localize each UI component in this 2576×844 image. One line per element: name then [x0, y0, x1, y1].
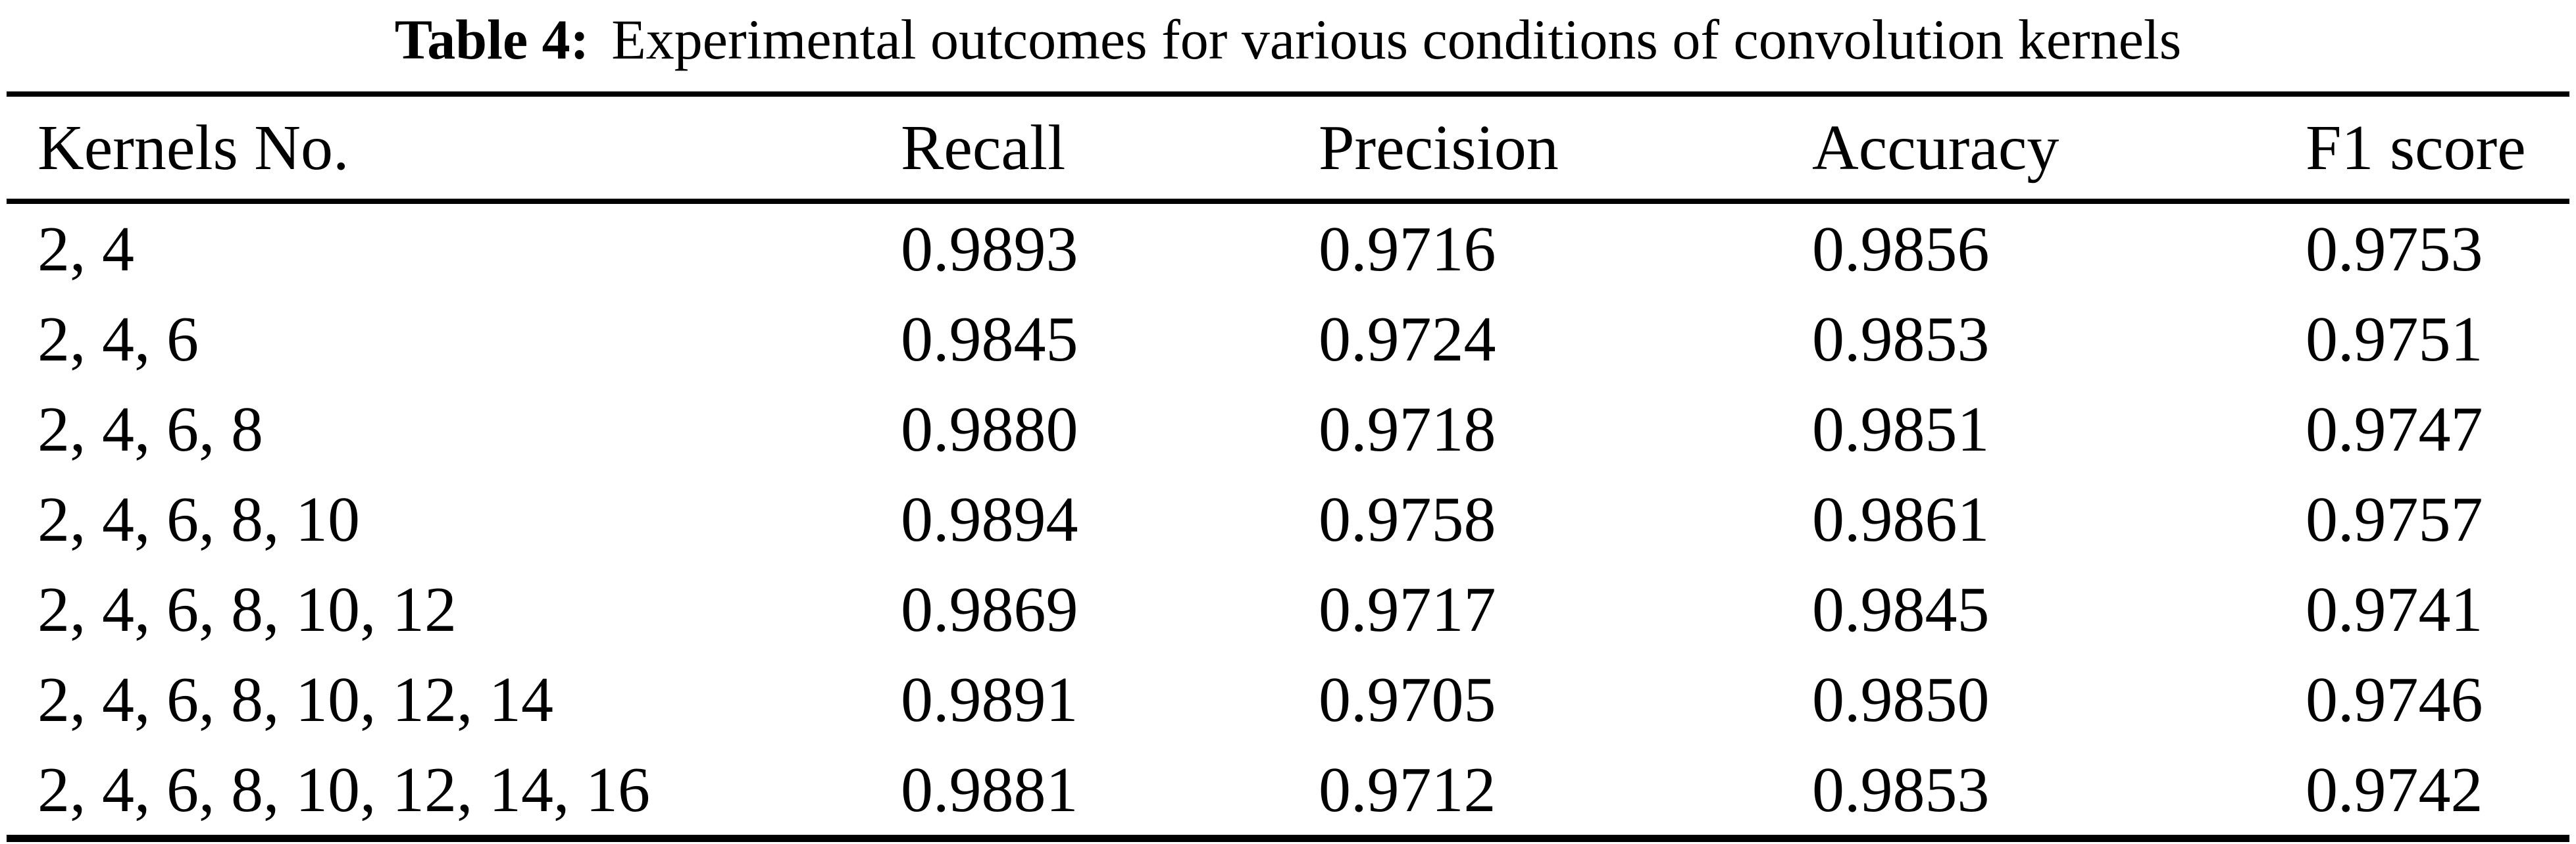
cell-kernels-no: 2, 4, 6	[38, 303, 199, 375]
cell-recall: 0.9845	[901, 303, 1078, 375]
cell-f1-score: 0.9751	[2306, 303, 2483, 375]
table-row: 2, 4, 6, 8, 10 0.9894 0.9758 0.9861 0.97…	[7, 474, 2569, 564]
table-row: 2, 4, 6, 8, 10, 12 0.9869 0.9717 0.9845 …	[7, 564, 2569, 655]
cell-kernels-no: 2, 4, 6, 8, 10, 12	[38, 574, 457, 645]
cell-recall: 0.9894	[901, 484, 1078, 555]
cell-precision: 0.9758	[1319, 484, 1496, 555]
results-table: Kernels No. Recall Precision Accuracy F1…	[7, 91, 2569, 842]
cell-precision: 0.9716	[1319, 213, 1496, 285]
column-header-precision: Precision	[1319, 112, 1559, 184]
cell-accuracy: 0.9853	[1812, 303, 1990, 375]
cell-kernels-no: 2, 4	[38, 213, 134, 285]
cell-precision: 0.9712	[1319, 754, 1496, 826]
cell-f1-score: 0.9741	[2306, 574, 2483, 645]
cell-kernels-no: 2, 4, 6, 8, 10, 12, 14, 16	[38, 754, 650, 826]
column-header-f1-score: F1 score	[2306, 112, 2526, 184]
column-header-accuracy: Accuracy	[1812, 112, 2059, 184]
table-header-row: Kernels No. Recall Precision Accuracy F1…	[7, 97, 2569, 204]
cell-recall: 0.9869	[901, 574, 1078, 645]
cell-kernels-no: 2, 4, 6, 8, 10, 12, 14	[38, 664, 553, 735]
cell-kernels-no: 2, 4, 6, 8	[38, 393, 263, 465]
cell-f1-score: 0.9747	[2306, 393, 2483, 465]
cell-precision: 0.9718	[1319, 393, 1496, 465]
table-caption: Table 4: Experimental outcomes for variou…	[0, 0, 2576, 91]
cell-kernels-no: 2, 4, 6, 8, 10	[38, 484, 360, 555]
cell-f1-score: 0.9757	[2306, 484, 2483, 555]
cell-recall: 0.9893	[901, 213, 1078, 285]
table-row: 2, 4, 6, 8 0.9880 0.9718 0.9851 0.9747	[7, 384, 2569, 474]
cell-recall: 0.9891	[901, 664, 1078, 735]
table-row: 2, 4 0.9893 0.9716 0.9856 0.9753	[7, 204, 2569, 294]
table-row: 2, 4, 6, 8, 10, 12, 14 0.9891 0.9705 0.9…	[7, 655, 2569, 745]
cell-accuracy: 0.9850	[1812, 664, 1990, 735]
cell-accuracy: 0.9856	[1812, 213, 1990, 285]
cell-f1-score: 0.9742	[2306, 754, 2483, 826]
cell-precision: 0.9705	[1319, 664, 1496, 735]
column-header-recall: Recall	[901, 112, 1066, 184]
cell-f1-score: 0.9746	[2306, 664, 2483, 735]
cell-accuracy: 0.9853	[1812, 754, 1990, 826]
table-caption-text: Experimental outcomes for various condit…	[611, 8, 2182, 71]
cell-accuracy: 0.9861	[1812, 484, 1990, 555]
cell-accuracy: 0.9851	[1812, 393, 1990, 465]
table-row: 2, 4, 6 0.9845 0.9724 0.9853 0.9751	[7, 294, 2569, 384]
table-row: 2, 4, 6, 8, 10, 12, 14, 16 0.9881 0.9712…	[7, 745, 2569, 835]
cell-recall: 0.9880	[901, 393, 1078, 465]
cell-precision: 0.9717	[1319, 574, 1496, 645]
cell-accuracy: 0.9845	[1812, 574, 1990, 645]
cell-f1-score: 0.9753	[2306, 213, 2483, 285]
table-caption-label: Table 4:	[394, 8, 590, 71]
cell-recall: 0.9881	[901, 754, 1078, 826]
column-header-kernels-no: Kernels No.	[38, 112, 349, 184]
cell-precision: 0.9724	[1319, 303, 1496, 375]
